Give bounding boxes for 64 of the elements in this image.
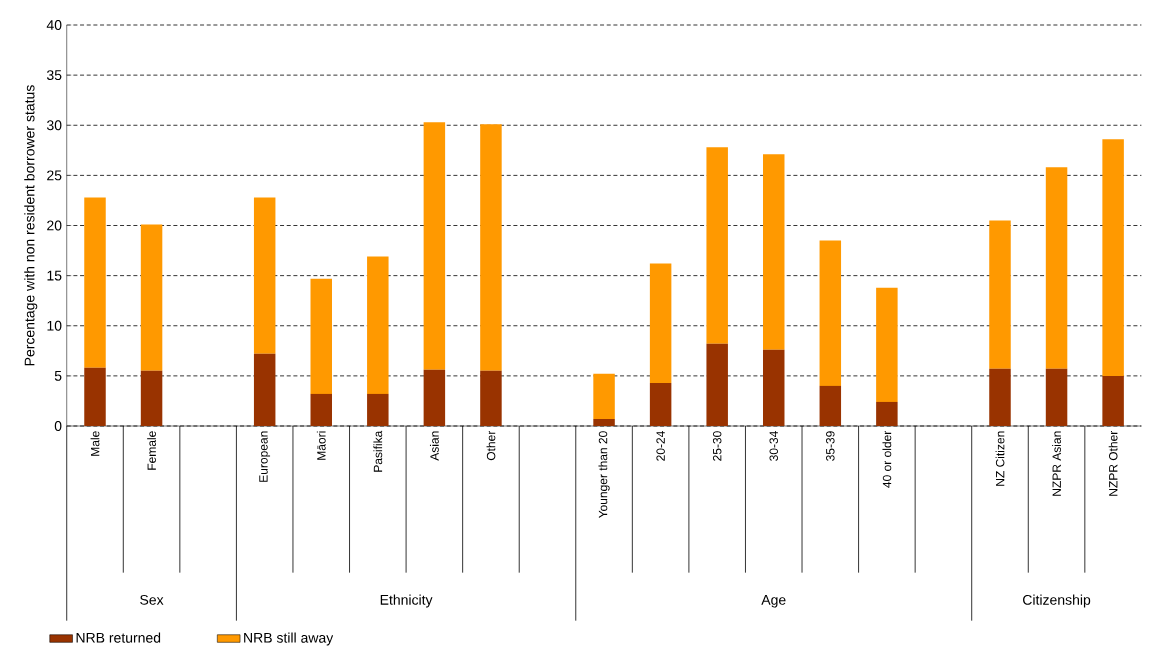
x-tick-label: 25-30: [712, 431, 722, 461]
y-tick-label: 5: [54, 371, 62, 381]
legend-label: NRB still away: [244, 632, 334, 646]
x-tick-label: European: [259, 431, 271, 482]
bar: [1102, 375, 1124, 426]
bar: [649, 382, 672, 426]
bar: [989, 368, 1011, 426]
y-tick-label: 25: [47, 170, 62, 181]
x-tick-label: Māori: [316, 431, 326, 460]
y-axis-title: Percentage with non resident borrower status: [24, 85, 38, 366]
bar: [480, 124, 502, 371]
bar: [310, 393, 332, 426]
bar: [423, 369, 446, 426]
x-tick-label: NZPR Other: [1108, 430, 1118, 496]
y-tick-label: 0: [54, 421, 62, 431]
legend-label: NRB returned: [76, 632, 161, 643]
x-tick-label: 40 or older: [882, 430, 892, 488]
y-tick-label: 15: [47, 270, 62, 281]
y-tick-label: 20: [47, 220, 62, 231]
bar: [593, 418, 615, 426]
bar: [706, 343, 728, 426]
bar: [84, 367, 106, 426]
bar: [423, 122, 446, 370]
bar: [84, 197, 106, 368]
bar: [593, 373, 615, 419]
x-tick-label: Other: [486, 430, 496, 461]
x-tick-label: 30-34: [769, 431, 778, 461]
bar: [310, 278, 332, 394]
bar: [253, 197, 276, 354]
y-tick-label: 40: [46, 20, 62, 30]
text: Sex: [140, 594, 164, 605]
x-tick-label: NZPR Asian: [1052, 431, 1061, 496]
bar: [1102, 139, 1124, 376]
text: Ethnicity: [380, 594, 433, 608]
x-tick-label: Male: [90, 431, 100, 456]
bar: [1045, 167, 1068, 369]
bar: [819, 385, 842, 426]
bar: [763, 154, 785, 350]
bar: [367, 256, 389, 394]
bar: [876, 287, 898, 402]
bar: [367, 393, 389, 426]
y-tick-label: 35: [46, 70, 62, 81]
bar: [1045, 368, 1068, 426]
x-tick-label: NZ Citizen: [995, 431, 1005, 486]
y-tick-label: 10: [47, 320, 62, 331]
text: Citizenship: [1023, 594, 1091, 608]
y-tick-label: 30: [46, 120, 62, 131]
bar: [140, 224, 163, 371]
x-tick-label: Pasifika: [373, 430, 383, 472]
bar: [140, 370, 163, 426]
bar: [706, 147, 728, 344]
x-tick-label: 20-24: [656, 431, 665, 461]
bar: [819, 240, 842, 386]
bar: [876, 401, 898, 426]
bar: [763, 349, 785, 426]
bar: [480, 370, 502, 426]
bar: [989, 220, 1011, 369]
x-tick-label: Younger than 20: [598, 431, 610, 519]
x-tick-label: Female: [147, 431, 156, 470]
x-tick-label: 35-39: [826, 431, 835, 461]
bar: [649, 263, 672, 383]
text: Age: [761, 595, 786, 608]
x-tick-label: Asian: [429, 431, 439, 461]
bar: [253, 353, 276, 426]
